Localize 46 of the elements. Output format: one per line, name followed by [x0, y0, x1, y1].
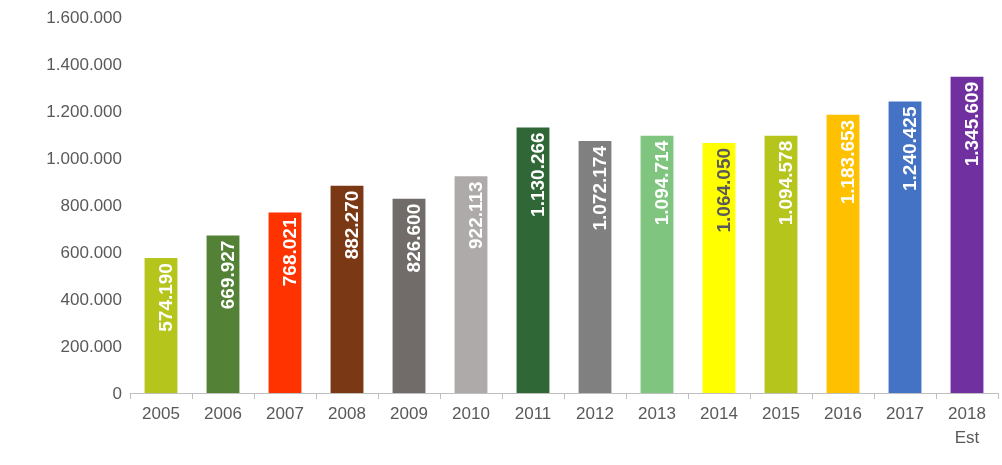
y-tick-label: 200.000: [60, 336, 122, 356]
bar: [950, 76, 984, 393]
x-tick-label: 2011: [514, 403, 552, 423]
y-tick-label: 800.000: [60, 195, 122, 215]
bar: [764, 135, 798, 393]
x-tick-label: 2013: [638, 403, 676, 423]
data-label: 768.021: [278, 217, 300, 287]
x-tick-label: 2006: [204, 403, 242, 423]
data-label: 882.270: [340, 190, 362, 260]
data-label: 1.183.653: [836, 119, 858, 205]
y-tick-label: 1.200.000: [46, 101, 122, 121]
x-tick-label: 2014: [700, 403, 738, 423]
y-tick-label: 1.400.000: [46, 54, 122, 74]
bar: [516, 127, 550, 393]
bar: [888, 101, 922, 393]
data-label: 922.113: [464, 181, 486, 249]
data-label: 1.094.714: [650, 140, 672, 226]
y-tick-label: 0: [112, 383, 122, 403]
x-tick-label: 2008: [328, 403, 366, 423]
x-tick-label: 2016: [824, 403, 862, 423]
data-label: 669.927: [216, 240, 238, 310]
data-label: 1.064.050: [712, 147, 734, 233]
bar: [454, 176, 488, 393]
bar: [702, 142, 736, 393]
y-tick-label: 400.000: [60, 289, 122, 309]
x-tick-label: 2007: [266, 403, 304, 423]
x-tick-label: 2005: [142, 403, 180, 423]
data-label: 1.240.425: [898, 106, 920, 192]
x-tick-label: 2015: [762, 403, 800, 423]
data-label: 1.130.266: [526, 132, 548, 217]
data-label: 1.345.609: [960, 81, 982, 167]
data-label: 574.190: [154, 263, 176, 332]
bar: [578, 141, 612, 393]
y-tick-label: 1.600.000: [46, 7, 122, 27]
data-label: 1.094.578: [774, 140, 796, 226]
data-label: 826.600: [402, 203, 424, 273]
x-tick-label: 2012: [576, 403, 614, 423]
bar: [640, 135, 674, 393]
x-tick-label: 2010: [452, 403, 490, 423]
data-label: 1.072.174: [588, 145, 610, 231]
y-tick-label: 600.000: [60, 242, 122, 262]
x-tick-label: 2017: [886, 403, 924, 423]
x-tick-label: 2009: [390, 403, 428, 423]
y-tick-label: 1.000.000: [46, 148, 122, 168]
x-tick-label: 2018 Est: [948, 403, 986, 447]
bar: [826, 114, 860, 393]
